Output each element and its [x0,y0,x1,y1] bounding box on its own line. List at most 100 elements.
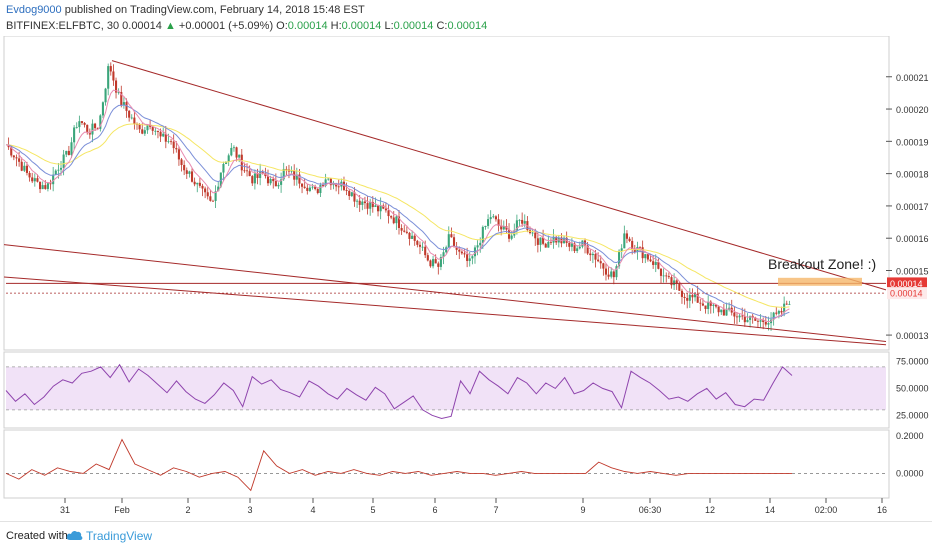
x-tick-label: 3 [247,505,252,515]
candle-body [487,219,490,226]
trendline [3,244,887,343]
candle-body [193,181,196,185]
candle-body [353,192,356,202]
candle-body [455,246,458,250]
candle-body [204,188,207,193]
candle-body [599,261,602,264]
chart-svg[interactable]: 0.00021 0.00020 0.00019 0.00018 0.00017 0.000… [0,35,932,520]
candle-body [164,133,167,142]
candle-body [675,280,678,284]
candle-body [251,176,254,184]
candle-body [646,254,649,260]
candle-body [644,254,647,259]
candle-body [641,247,644,259]
candle-body [290,170,293,172]
price-label: 0.00014 [890,289,923,299]
breakout-zone-box [778,277,862,286]
candle-body [141,129,144,134]
candle-body [405,231,408,233]
candle-body [384,208,387,211]
candle-body [659,268,663,276]
x-tick-label: 02:00 [815,505,838,515]
candle-body [534,232,537,239]
candle-body [570,243,573,247]
candle-body [91,123,94,135]
candle-body [390,216,393,218]
candle-body [94,123,97,129]
candle-body [180,159,183,166]
candle-body [788,304,791,306]
candle-body [413,235,416,241]
candle-body [400,228,403,231]
ema-mid-line [5,104,790,319]
candle-body [266,176,270,184]
candle-body [612,271,615,278]
author-link[interactable]: Evdog9000 [6,4,62,16]
candle-body [217,186,220,192]
candle-body [437,263,440,267]
chart-area[interactable]: 0.00021 0.00020 0.00019 0.00018 0.00017 0.000… [0,35,932,520]
candle-body [387,210,390,217]
candle-body [484,225,487,227]
candle-body [261,171,264,174]
candle-body [75,127,78,128]
candle-body [667,276,670,278]
candle-body [610,271,613,277]
candle-body [434,259,437,264]
candle-body [209,196,212,201]
candle-body [523,221,526,224]
x-tick-label: 5 [370,505,375,515]
candle-body [298,174,301,184]
candle-body [376,205,380,212]
candle-body [576,248,579,252]
y-tick-label: 0.00021 [896,73,929,83]
candle-body [306,187,309,191]
candle-body [772,312,775,320]
candle-body [536,238,539,245]
candle-body [476,245,479,248]
candle-body [301,183,304,187]
candle-body [780,310,783,313]
price-label-bg [887,277,927,290]
y-tick-label: 0.00013 [896,331,929,341]
candle-body [25,165,29,173]
candle-body [345,189,348,191]
candle-body [764,321,767,325]
candle-body [762,320,765,322]
candle-body [96,128,99,129]
candle-body [73,127,76,143]
candle-body [510,235,513,239]
candle-body [429,260,432,267]
candle-body [324,179,327,186]
candle-body [109,66,112,72]
trendline [111,60,887,291]
candle-body [146,125,149,131]
candle-body [10,147,13,156]
candle-body [714,304,718,307]
candle-body [392,217,395,224]
candle-body [361,201,364,205]
candle-body [492,216,495,218]
candle-body [709,301,712,306]
candle-body [295,174,298,180]
candle-body [311,186,314,188]
candle-body [206,192,209,197]
open-value: 0.00014 [287,20,328,32]
candle-body [149,125,152,127]
candle-body [379,205,382,212]
tradingview-brand[interactable]: TradingView [86,529,153,543]
candle-body [86,124,89,133]
candle-body [316,189,319,194]
candle-body [466,254,469,261]
candle-body [39,181,42,190]
candle-body [57,169,60,171]
rsi-band [6,366,886,410]
candle-body [421,246,424,248]
candle-body [308,187,311,191]
candle-body [285,168,288,170]
candle-body [625,233,628,239]
candle-body [259,171,262,178]
candle-body [442,252,445,258]
candle-body [232,147,235,149]
candle-body [15,157,18,159]
